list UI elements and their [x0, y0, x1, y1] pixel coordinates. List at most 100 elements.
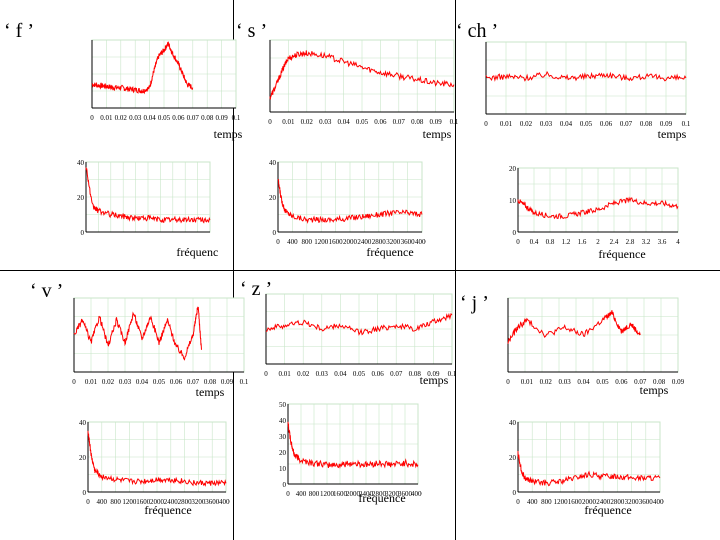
chart-z-freq: 0400800120016002000240028003200360040005… — [279, 402, 422, 505]
x-tick-label: 400 — [527, 498, 538, 506]
x-tick-label: 0.02 — [540, 378, 553, 386]
x-axis-label: fréquence — [176, 245, 218, 259]
x-tick-label: 2.8 — [626, 238, 635, 246]
y-tick-label: 20 — [79, 454, 87, 462]
x-tick-label: 0.01 — [100, 114, 113, 122]
y-tick-label: 0 — [283, 481, 287, 489]
x-tick-label: 1600 — [136, 498, 151, 506]
x-tick-label: 4 — [676, 238, 680, 246]
x-tick-label: 0.07 — [390, 370, 403, 378]
x-tick-label: 0 — [276, 238, 280, 246]
x-tick-label: 3600 — [398, 490, 413, 498]
x-tick-label: 4000 — [411, 490, 422, 498]
x-axis-label: fréquence — [598, 247, 645, 261]
x-tick-label: 1600 — [333, 490, 348, 498]
x-tick-label: 0.02 — [301, 118, 314, 126]
y-tick-label: 50 — [279, 402, 287, 409]
x-tick-label: 1600 — [568, 498, 583, 506]
x-tick-label: 1200 — [122, 498, 136, 506]
x-tick-label: 2800 — [372, 238, 387, 246]
x-tick-label: 0 — [516, 498, 520, 506]
chart-s-freq: 0400800120016002000240028003200360040004… — [269, 160, 426, 259]
x-axis-label: fréquence — [358, 491, 405, 505]
x-tick-label: 0.01 — [521, 378, 534, 386]
x-tick-label: 0.02 — [102, 378, 115, 386]
x-tick-label: 0.01 — [278, 370, 291, 378]
x-axis-label: temps — [640, 383, 669, 397]
x-tick-label: 0.07 — [187, 378, 200, 386]
x-axis-label: temps — [423, 127, 452, 141]
x-tick-label: 0 — [484, 120, 488, 128]
x-tick-label: 2000 — [343, 238, 358, 246]
x-tick-label: 0.05 — [353, 370, 366, 378]
y-tick-label: 0 — [81, 229, 85, 237]
x-tick-label: 0.07 — [634, 378, 647, 386]
x-tick-label: 0.8 — [546, 238, 555, 246]
letter-j: ‘ j ’ — [460, 292, 489, 314]
series-line — [269, 50, 455, 100]
x-tick-label: 0.09 — [221, 378, 234, 386]
letter-s: ‘ s ’ — [236, 20, 268, 42]
x-tick-label: 0.06 — [172, 114, 185, 122]
x-tick-label: 2000 — [582, 498, 597, 506]
x-tick-label: 0.4 — [530, 238, 539, 246]
x-tick-label: 3.2 — [642, 238, 651, 246]
x-tick-label: 0.05 — [356, 118, 369, 126]
x-tick-label: 3200 — [386, 238, 401, 246]
x-tick-label: 0.07 — [620, 120, 633, 128]
y-tick-label: 40 — [79, 420, 87, 427]
y-tick-label: 10 — [509, 197, 517, 205]
x-tick-label: 0.08 — [201, 114, 214, 122]
x-tick-label: 3600 — [401, 238, 416, 246]
x-tick-label: 0.06 — [615, 378, 628, 386]
y-tick-label: 0 — [273, 229, 277, 237]
x-tick-label: 0 — [90, 114, 94, 122]
x-tick-label: 0.09 — [660, 120, 673, 128]
x-tick-label: 4000 — [415, 238, 426, 246]
x-tick-label: 3600 — [205, 498, 220, 506]
x-tick-label: 3600 — [639, 498, 654, 506]
horizontal-divider — [0, 270, 720, 271]
chart-f-freq: 40 20 0 fréquence — [77, 160, 218, 259]
x-tick-label: 0.06 — [170, 378, 183, 386]
y-tick-label: 20 — [509, 454, 517, 462]
x-tick-label: 400 — [296, 490, 307, 498]
x-tick-label: 0.04 — [337, 118, 350, 126]
series-line — [91, 41, 194, 95]
chart-s-temps: 0 0.01 0.02 0.03 0.04 0.05 0.06 0.07 0.08 0.09 0.1… — [268, 39, 458, 141]
x-tick-label: 0.1 — [232, 114, 241, 122]
y-tick-label: 40 — [77, 160, 85, 167]
x-axis-label: temps — [420, 373, 449, 387]
x-tick-label: 2.4 — [610, 238, 619, 246]
letter-ch: ‘ ch ’ — [456, 20, 499, 42]
x-tick-label: 3200 — [191, 498, 206, 506]
y-tick-label: 0 — [513, 229, 517, 237]
chart-ch-freq: 0 0.4 0.8 1.2 1.6 2 2.4 2.8 3.2 3.6 4 20 10 0 fréquenc… — [509, 166, 680, 261]
x-tick-label: 0.03 — [316, 370, 329, 378]
series-line — [485, 70, 687, 82]
chart-ch-temps: 0 0.01 0.02 0.03 0.04 0.05 0.06 0.07 0.08 0.09 0.1… — [484, 41, 691, 141]
chart-j-temps: 0 0.01 0.02 0.03 0.04 0.05 0.06 0.07 0.08 0.09tem… — [506, 297, 685, 397]
x-tick-label: 400 — [97, 498, 108, 506]
x-tick-label: 0.08 — [411, 118, 424, 126]
x-tick-label: 2400 — [359, 490, 374, 498]
y-tick-label: 10 — [279, 465, 287, 473]
x-tick-label: 0.08 — [204, 378, 217, 386]
x-tick-label: 0.09 — [429, 118, 442, 126]
x-tick-label: 1200 — [314, 238, 329, 246]
x-tick-label: 2000 — [346, 490, 361, 498]
x-tick-label: 0.1 — [682, 120, 691, 128]
x-tick-label: 1200 — [320, 490, 335, 498]
y-tick-label: 40 — [269, 160, 277, 167]
x-tick-label: 2400 — [357, 238, 372, 246]
x-axis-label: temps — [658, 127, 687, 141]
x-tick-label: 0 — [516, 238, 520, 246]
y-tick-label: 0 — [83, 489, 87, 497]
x-tick-label: 0.01 — [500, 120, 513, 128]
x-tick-label: 800 — [110, 498, 121, 506]
x-tick-label: 0 — [72, 378, 76, 386]
x-tick-label: 0.06 — [371, 370, 384, 378]
x-tick-label: 0.02 — [297, 370, 310, 378]
x-tick-label: 0.03 — [129, 114, 142, 122]
series-line — [277, 179, 423, 224]
